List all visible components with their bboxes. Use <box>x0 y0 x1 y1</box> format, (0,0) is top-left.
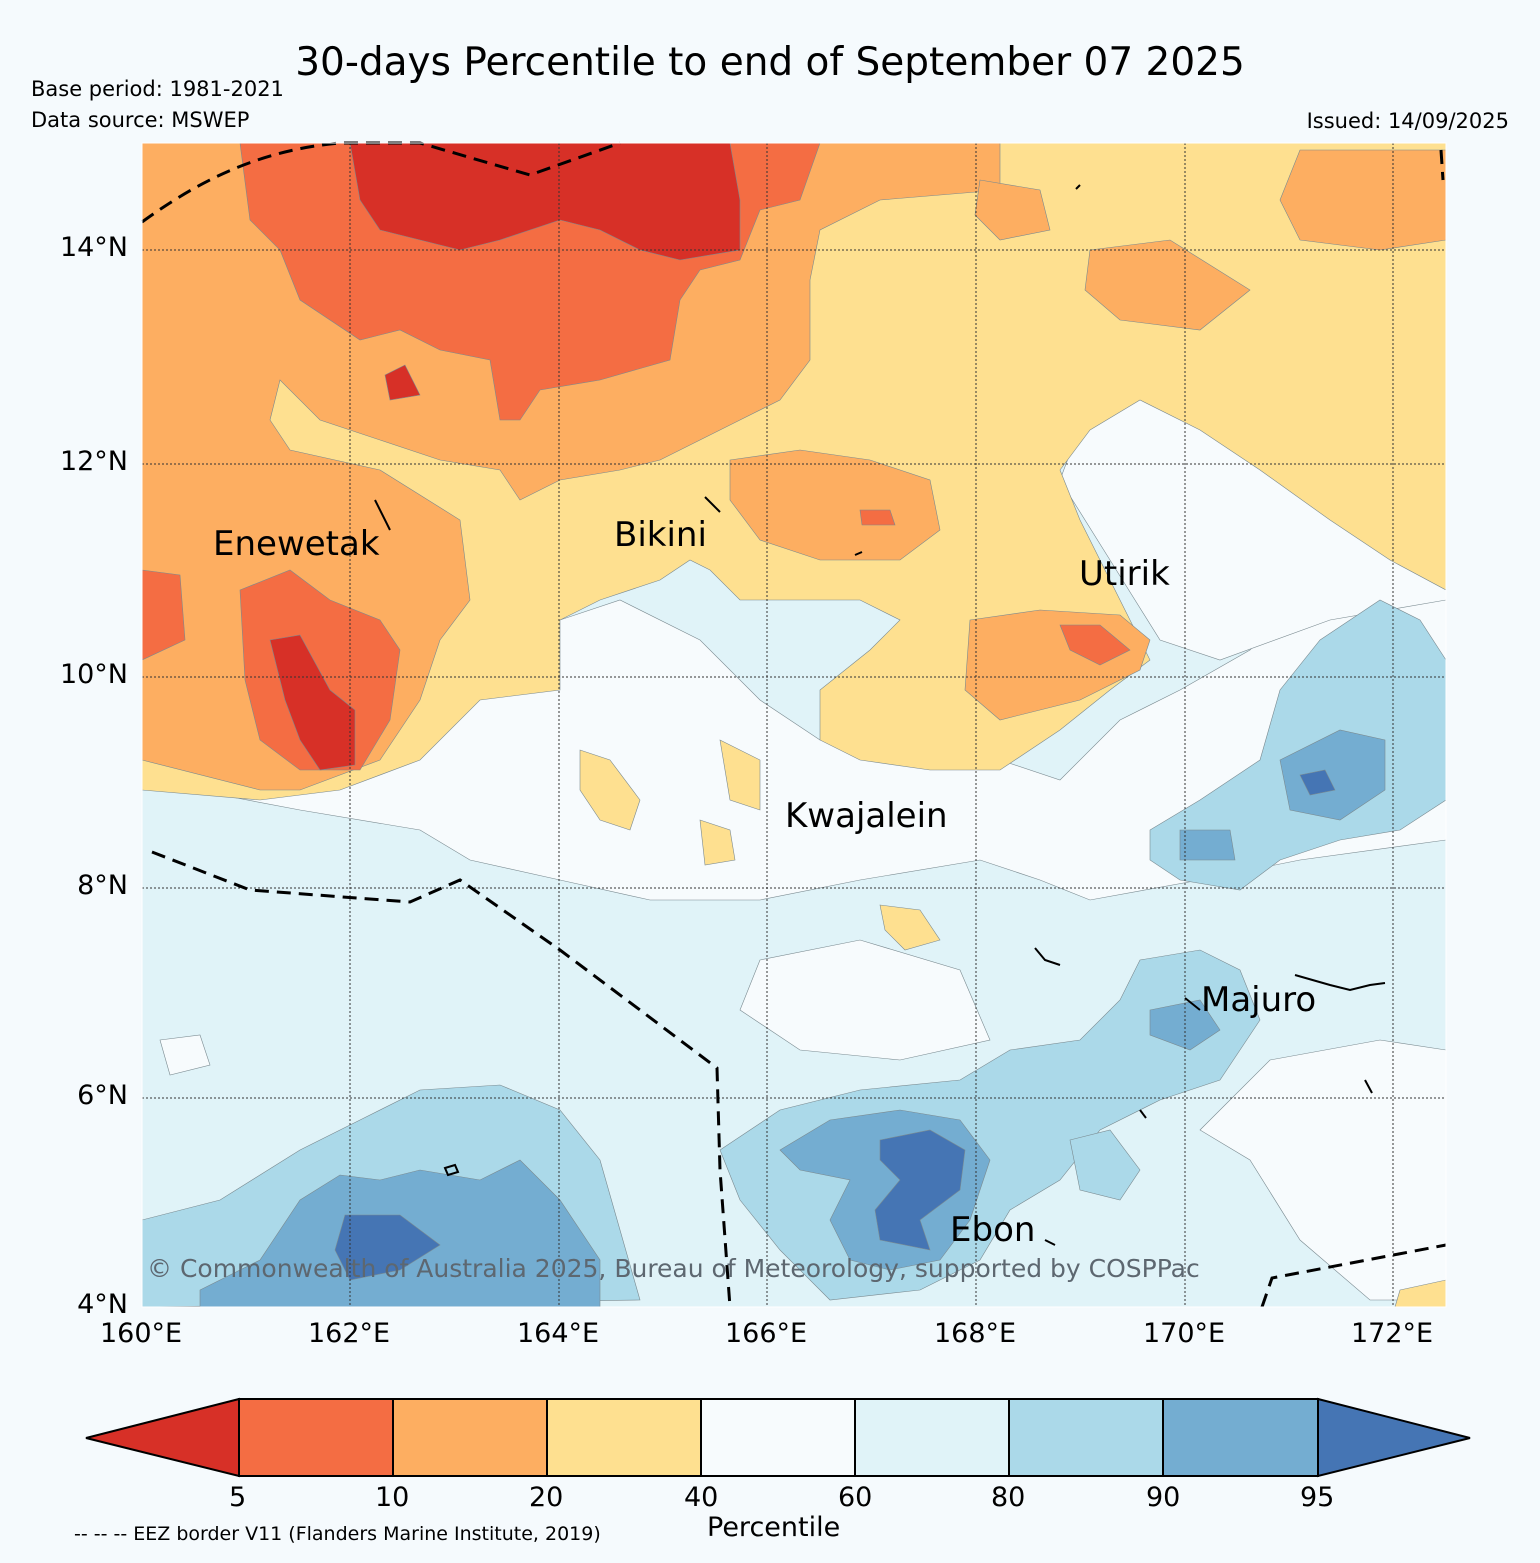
field-40-60-west <box>159 1034 211 1076</box>
colorbar-40-60 <box>701 1399 855 1476</box>
field-10-20-northeast <box>1279 149 1446 251</box>
lon-tick-164: 164°E <box>517 1318 600 1349</box>
lat-tick-6: 6°N <box>77 1080 128 1111</box>
lon-tick-162: 162°E <box>308 1318 391 1349</box>
field-90-95-east2 <box>1179 829 1236 861</box>
issued-date: Issued: 14/09/2025 <box>1306 109 1509 133</box>
place-label-bikini: Bikini <box>614 515 707 555</box>
data-source: Data source: MSWEP <box>31 108 250 132</box>
colorbar-title: Percentile <box>707 1512 841 1543</box>
lat-tick-14: 14°N <box>59 232 128 263</box>
colorbar-tick-60: 60 <box>838 1482 873 1513</box>
colorbar-tick-20: 20 <box>529 1482 564 1513</box>
colorbar-tick-90: 90 <box>1146 1482 1181 1513</box>
field-80-90-ebon-east <box>1069 1129 1141 1201</box>
field-20-40-patch-a <box>579 749 641 831</box>
place-label-majuro: Majuro <box>1201 980 1317 1020</box>
colorbar <box>85 1397 1471 1478</box>
place-label-enewetak: Enewetak <box>213 524 380 564</box>
field-above-95 <box>334 1214 441 1281</box>
colorbar-5-10 <box>239 1399 393 1476</box>
colorbar-60-80 <box>855 1399 1009 1476</box>
field-above-95-east <box>1299 769 1336 796</box>
field-5-10-west <box>142 569 186 661</box>
lon-tick-172: 172°E <box>1351 1318 1434 1349</box>
field-10-20-north-central <box>974 179 1051 241</box>
lon-tick-170: 170°E <box>1143 1318 1226 1349</box>
eez-footnote: -- -- -- EEZ border V11 (Flanders Marine… <box>74 1523 601 1545</box>
island-outlines <box>374 184 1386 1246</box>
colorbar-80-90 <box>1009 1399 1163 1476</box>
lat-tick-10: 10°N <box>59 659 128 690</box>
colorbar-tick-5: 5 <box>229 1482 247 1513</box>
colorbar-tick-95: 95 <box>1300 1482 1335 1513</box>
colorbar-tick-10: 10 <box>375 1482 410 1513</box>
field-5-10-enewetak <box>239 569 401 771</box>
eez-border <box>141 141 1447 1308</box>
place-label-utirik: Utirik <box>1079 554 1170 594</box>
field-20-40-patch-b <box>699 819 736 866</box>
field-below-5-enewetak <box>269 634 356 771</box>
field-90-95-east <box>1279 729 1386 821</box>
field-5-10-utirik <box>1059 624 1131 666</box>
graticule <box>142 143 1446 1307</box>
field-40-60-east <box>1199 1039 1446 1301</box>
map-frame <box>141 142 1447 1308</box>
lat-tick-8: 8°N <box>77 870 128 901</box>
field-80-90-east <box>1149 599 1446 891</box>
lon-tick-168: 168°E <box>934 1318 1017 1349</box>
field-40-60-central <box>739 939 991 1061</box>
field-10-20-north-east2 <box>1084 239 1251 331</box>
field-5-10-bikini <box>859 509 896 526</box>
colorbar-below-5 <box>85 1397 240 1478</box>
field-above-95-ebon <box>874 1129 966 1251</box>
field-20-40-patch-c <box>719 739 761 811</box>
colorbar-tick-40: 40 <box>684 1482 719 1513</box>
colorbar-tick-80: 80 <box>991 1482 1026 1513</box>
lat-tick-12: 12°N <box>59 446 128 477</box>
field-20-40-patch-e <box>1394 1279 1446 1307</box>
lon-tick-160: 160°E <box>100 1318 183 1349</box>
lat-tick-4: 4°N <box>77 1289 128 1320</box>
percentile-field <box>142 143 1446 1307</box>
colorbar-90-95 <box>1163 1399 1318 1476</box>
place-label-kwajalein: Kwajalein <box>785 796 948 836</box>
colorbar-above-95 <box>1317 1397 1471 1478</box>
field-below-5-patch <box>384 364 421 401</box>
field-10-20-bikini-east <box>729 449 941 561</box>
place-label-ebon: Ebon <box>950 1210 1036 1250</box>
colorbar-10-20 <box>393 1399 547 1476</box>
colorbar-20-40 <box>547 1399 701 1476</box>
field-20-40-patch-d <box>879 904 941 951</box>
base-period: Base period: 1981-2021 <box>31 77 284 101</box>
copyright-notice: © Commonwealth of Australia 2025, Bureau… <box>147 1254 1200 1283</box>
map-title: 30-days Percentile to end of September 0… <box>295 40 1245 85</box>
field-below-5 <box>349 143 741 261</box>
lon-tick-166: 166°E <box>725 1318 808 1349</box>
